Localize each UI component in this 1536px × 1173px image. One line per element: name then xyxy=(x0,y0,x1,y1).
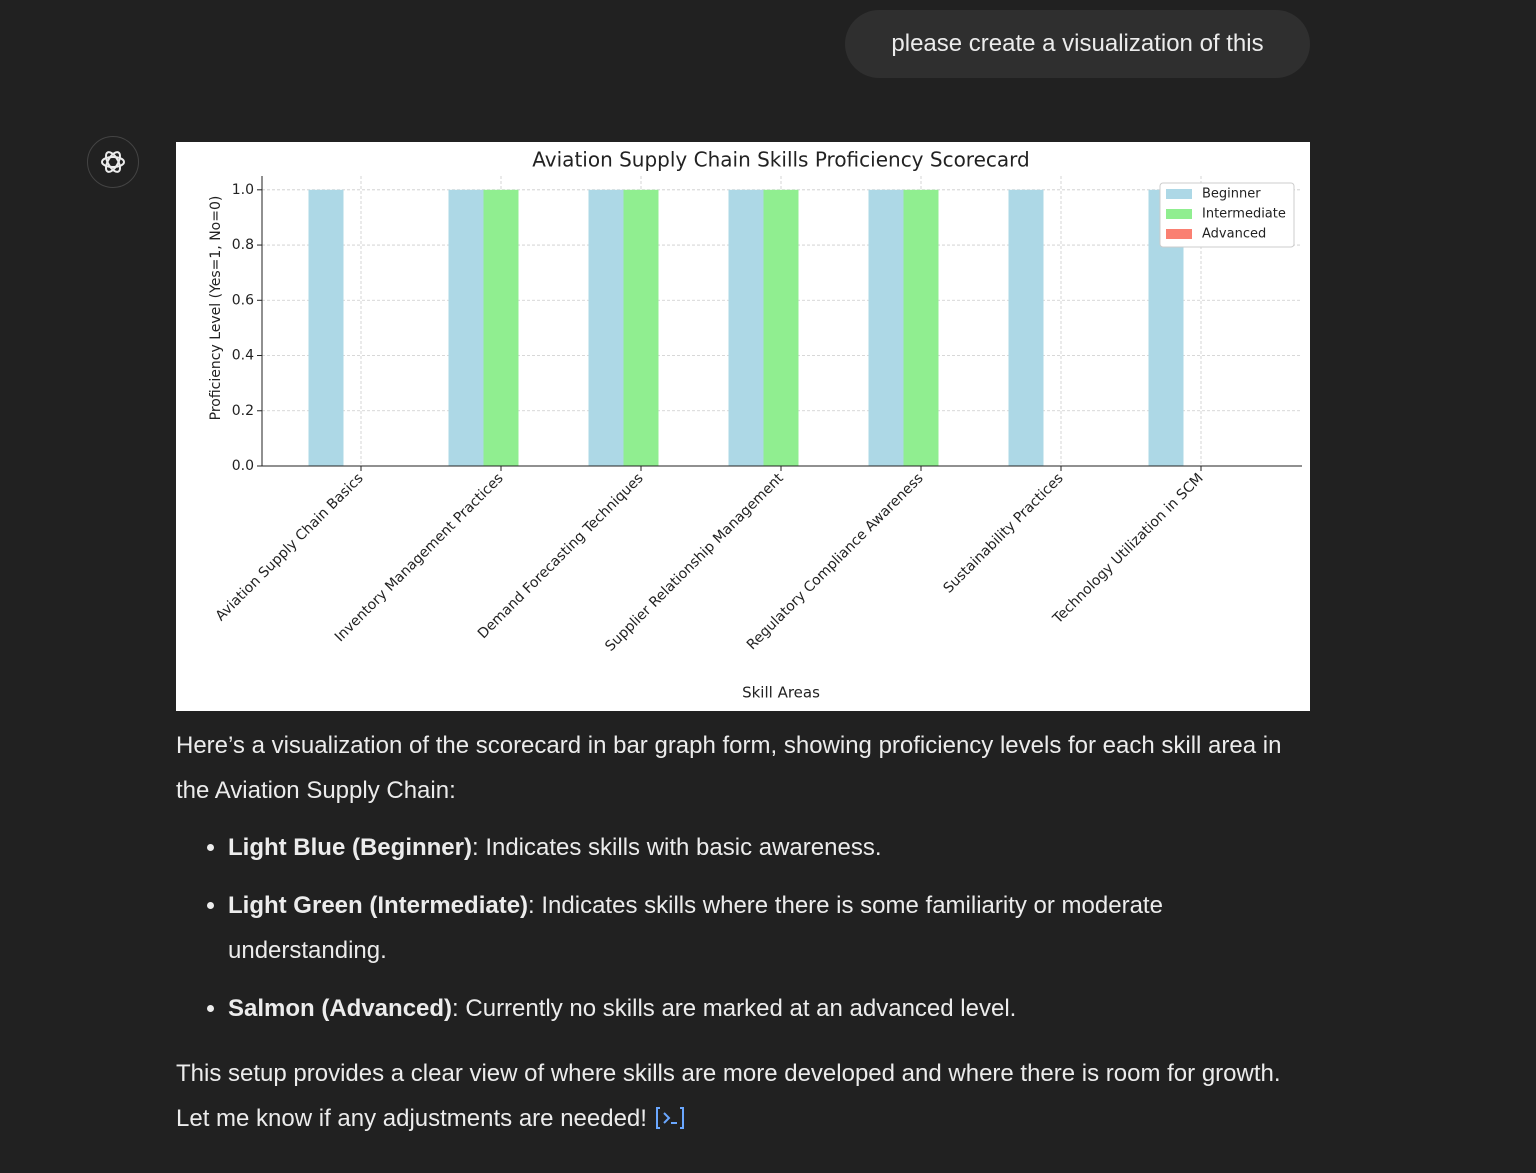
bullet: Light Green (Intermediate): Indicates sk… xyxy=(228,883,1311,973)
y-tick-label: 0.6 xyxy=(232,292,254,308)
x-tick-label: Demand Forecasting Techniques xyxy=(475,470,647,642)
paragraph: Here’s a visualization of the scorecard … xyxy=(176,732,1282,804)
legend-swatch xyxy=(1166,209,1192,219)
legend-swatch xyxy=(1166,189,1192,199)
x-tick-label: Inventory Management Practices xyxy=(332,470,507,645)
bar xyxy=(1008,189,1044,467)
bullet-list: Light Blue (Beginner): Indicates skills … xyxy=(176,825,1311,1031)
bar xyxy=(868,189,904,467)
legend-label: Beginner xyxy=(1202,187,1261,202)
bar xyxy=(623,189,659,467)
chart: Aviation Supply Chain Skills Proficiency… xyxy=(176,142,1310,711)
bar xyxy=(903,189,939,467)
y-axis-label: Proficiency Level (Yes=1, No=0) xyxy=(208,196,224,421)
y-tick-label: 1.0 xyxy=(232,182,254,198)
bar xyxy=(588,189,624,467)
closing-text: This setup provides a clear view of wher… xyxy=(176,1060,1281,1132)
paragraph: This setup provides a clear view of wher… xyxy=(176,1051,1311,1141)
logo xyxy=(101,151,125,173)
bullet-text: : Currently no skills are marked at an a… xyxy=(452,995,1017,1022)
legend-swatch xyxy=(1166,229,1192,239)
assistant-response: Here’s a visualization of the scorecard … xyxy=(176,723,1311,1141)
bar xyxy=(483,189,519,467)
legend-label: Intermediate xyxy=(1202,207,1286,222)
user-message: please create a visualization of this xyxy=(845,10,1310,78)
x-axis-label: Skill Areas xyxy=(742,684,820,702)
chart-title: Aviation Supply Chain Skills Proficiency… xyxy=(532,148,1029,172)
bar xyxy=(308,189,344,467)
bullet: Light Blue (Beginner): Indicates skills … xyxy=(228,825,1311,870)
bullet-label: Light Blue (Beginner) xyxy=(228,834,472,861)
bar xyxy=(448,189,484,467)
legend-label: Advanced xyxy=(1202,227,1266,242)
bullet-text: : Indicates skills with basic awareness. xyxy=(471,834,882,861)
legend-box xyxy=(1159,182,1295,248)
y-tick-label: 0.0 xyxy=(232,458,254,474)
bar xyxy=(763,189,799,467)
bullet-label: Salmon (Advanced) xyxy=(228,995,453,1022)
bullet-label: Light Green (Intermediate) xyxy=(228,892,529,919)
bullet-text: : Indicates skills where there is some f… xyxy=(228,892,1163,964)
bullet: Salmon (Advanced): Currently no skills a… xyxy=(228,986,1311,1031)
y-tick-label: 0.4 xyxy=(232,348,254,364)
x-tick-label: Sustainability Practices xyxy=(940,470,1066,596)
y-tick-label: 0.2 xyxy=(232,403,254,419)
x-tick-label: Regulatory Compliance Awareness xyxy=(744,470,927,653)
assistant-avatar xyxy=(87,136,139,188)
x-tick-label: Technology Utilization in SCM xyxy=(1049,470,1206,627)
code-icon[interactable] xyxy=(654,1105,686,1131)
bar xyxy=(728,189,764,467)
y-tick-label: 0.8 xyxy=(232,237,254,253)
x-tick-label: Aviation Supply Chain Basics xyxy=(213,470,367,624)
